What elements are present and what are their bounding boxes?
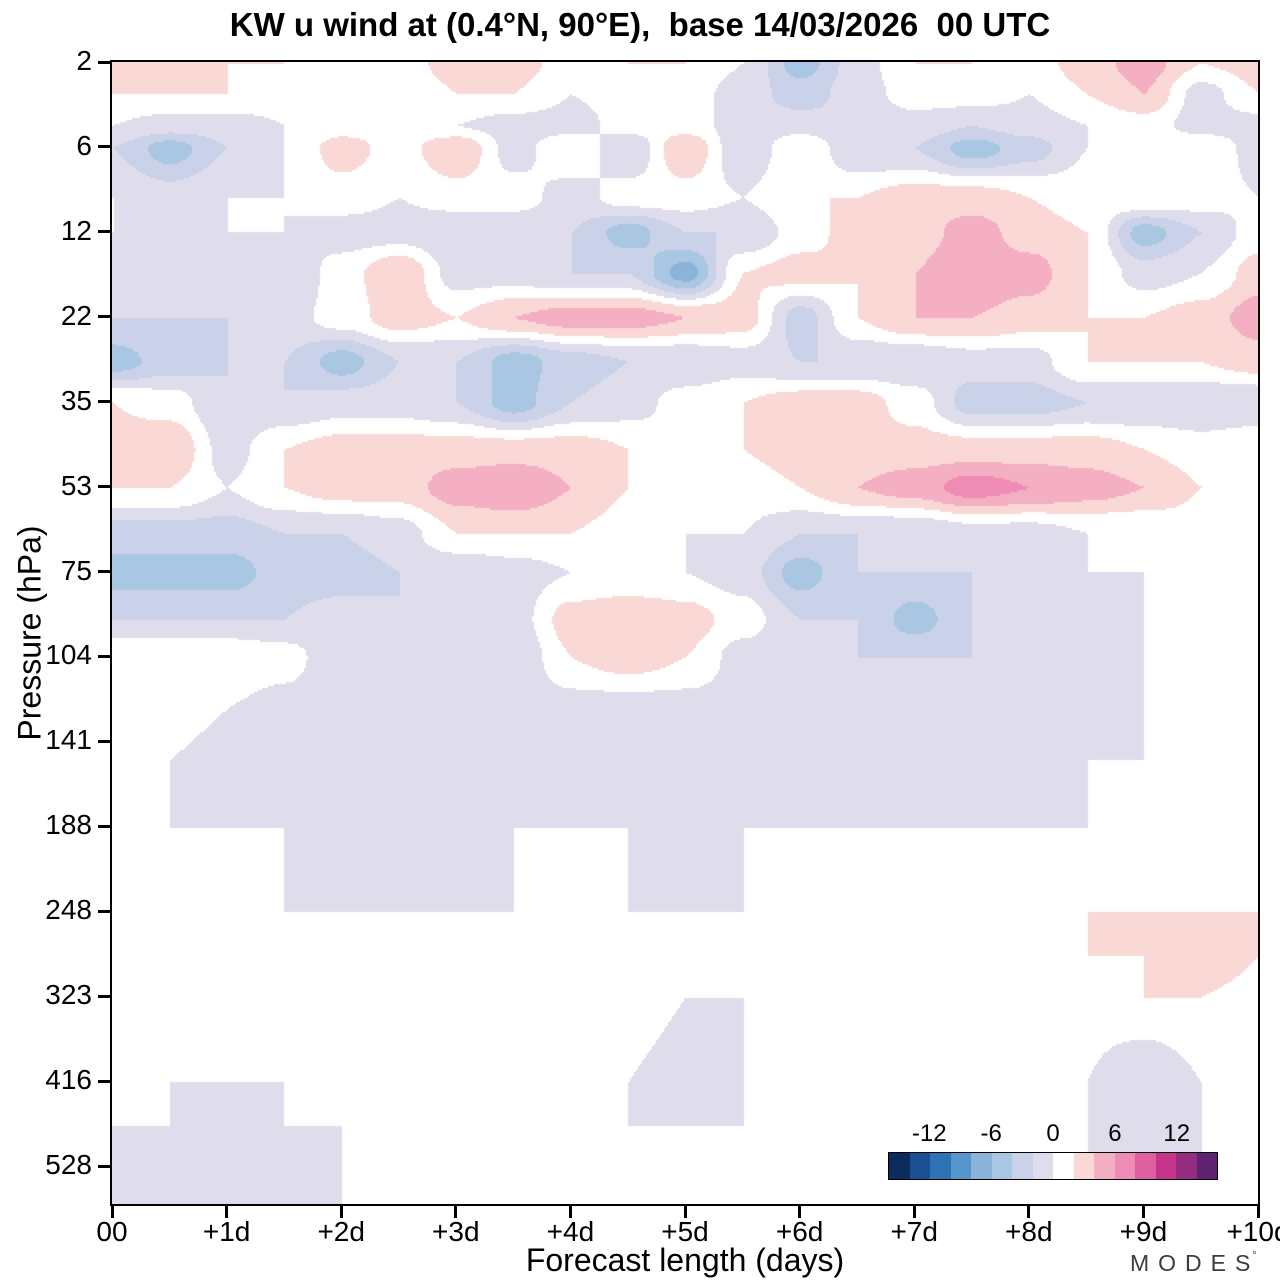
x-tick-mark (454, 1206, 458, 1218)
x-tick-label: +3d (432, 1216, 480, 1247)
colorbar-cell (930, 1153, 951, 1179)
y-tick-label: 528 (45, 1149, 92, 1180)
x-tick-mark (912, 1206, 916, 1218)
x-tick-label: +5d (661, 1216, 709, 1247)
x-axis-label: Forecast length (days) (525, 1242, 845, 1278)
y-tick-mark (98, 315, 110, 319)
y-tick-mark (98, 909, 110, 913)
colorbar-tick-label: 12 (1163, 1120, 1191, 1147)
colorbar-tick-label: 0 (1046, 1120, 1060, 1147)
colorbar-tick-labels: -12 -6 0 6 12 (888, 1120, 1218, 1152)
x-tick-mark (683, 1206, 687, 1218)
y-tick-label: 141 (45, 724, 92, 756)
y-tick-mark (98, 994, 110, 998)
x-tick-mark (568, 1206, 572, 1218)
plot-area (110, 60, 1260, 1206)
x-tick-mark (110, 1206, 114, 1218)
y-tick-label: 188 (45, 809, 92, 841)
colorbar-cell (1053, 1153, 1074, 1179)
modes-logo: MODES° (1130, 1250, 1257, 1277)
x-tick-mark (798, 1206, 802, 1218)
x-tick-label: +2d (317, 1216, 365, 1247)
y-tick-mark (98, 60, 110, 64)
colorbar-tick-label: -12 (911, 1120, 947, 1147)
y-tick-mark (98, 1164, 110, 1168)
y-tick-mark (98, 400, 110, 404)
y-tick-mark (98, 739, 110, 743)
y-tick-label: 248 (45, 894, 92, 926)
modes-logo-degree-icon: ° (1252, 1250, 1257, 1262)
y-tick-label: 2 (76, 45, 92, 76)
colorbar-cell (1114, 1153, 1135, 1179)
chart-title: KW u wind at (0.4°N, 90°E), base 14/03/2… (229, 6, 1051, 43)
colorbar-cell (889, 1153, 910, 1179)
colorbar-cell (1196, 1153, 1217, 1179)
x-tick-mark (1027, 1206, 1031, 1218)
y-tick-label: 6 (76, 129, 92, 161)
colorbar-cell (971, 1153, 992, 1179)
x-tick-mark (1256, 1206, 1260, 1218)
colorbar-cell (909, 1153, 930, 1179)
y-tick-mark (98, 485, 110, 489)
y-tick-label: 35 (60, 384, 92, 416)
y-tick-mark (98, 145, 110, 149)
x-tick-mark (225, 1206, 229, 1218)
colorbar-tick-label: 6 (1108, 1120, 1122, 1147)
colorbar-cell (1135, 1153, 1156, 1179)
colorbar-cell (950, 1153, 971, 1179)
y-tick-label: 12 (60, 214, 92, 246)
colorbar-tick-label: -6 (980, 1120, 1002, 1147)
y-tick-label: 104 (45, 639, 92, 671)
x-tick-label: +8d (1005, 1216, 1053, 1247)
x-tick-label: +6d (775, 1216, 824, 1247)
colorbar-cell (1032, 1153, 1053, 1179)
colorbar-cell (1073, 1153, 1094, 1179)
x-tick-label: +10d (1226, 1216, 1280, 1247)
colorbar: -12 -6 0 6 12 (888, 1120, 1218, 1180)
y-tick-mark (98, 824, 110, 828)
colorbar-cell (1155, 1153, 1176, 1179)
x-tick-label: +9d (1119, 1216, 1168, 1247)
contour-field-canvas (112, 62, 1258, 1204)
x-tick-mark (339, 1206, 343, 1218)
y-tick-mark (98, 654, 110, 658)
y-tick-label: 323 (45, 979, 92, 1011)
y-tick-mark (98, 570, 110, 574)
x-tick-label: +7d (890, 1216, 938, 1247)
y-tick-mark (98, 230, 110, 234)
colorbar-cell (1012, 1153, 1033, 1179)
y-tick-mark (98, 1079, 110, 1083)
colorbar-cell (1094, 1153, 1115, 1179)
x-tick-label: 00 (96, 1216, 128, 1247)
modes-logo-text: MODES (1130, 1250, 1260, 1276)
x-tick-mark (1141, 1206, 1145, 1218)
colorbar-cell (1176, 1153, 1197, 1179)
y-tick-label: 22 (60, 299, 92, 331)
x-tick-label: +4d (546, 1216, 595, 1247)
colorbar-cell (991, 1153, 1012, 1179)
x-tick-label: +1d (202, 1216, 251, 1247)
colorbar-gradient (888, 1152, 1218, 1180)
y-tick-label: 416 (45, 1064, 92, 1096)
y-tick-label: 75 (60, 554, 92, 586)
y-tick-label: 53 (60, 469, 92, 501)
